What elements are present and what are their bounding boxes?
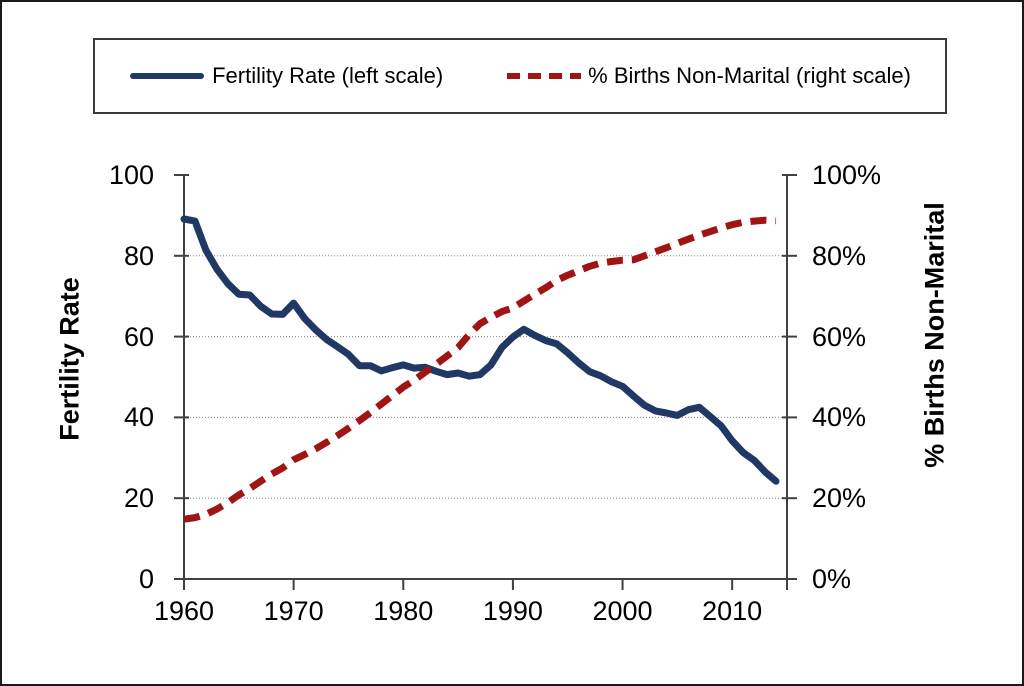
solid-line-sample-icon	[130, 73, 205, 79]
legend-item-fertility-rate: Fertility Rate (left scale)	[129, 63, 443, 89]
legend-label-fertility-rate: Fertility Rate (left scale)	[212, 63, 444, 88]
legend-label-nonmarital: % Births Non-Marital (right scale)	[588, 63, 911, 88]
series-line-fertility	[180, 215, 780, 485]
dashed-line-sample-icon	[507, 73, 582, 79]
legend: Fertility Rate (left scale) % Births Non…	[93, 38, 947, 114]
series-line-nonmarital	[183, 216, 777, 523]
legend-item-nonmarital: % Births Non-Marital (right scale)	[505, 63, 911, 89]
